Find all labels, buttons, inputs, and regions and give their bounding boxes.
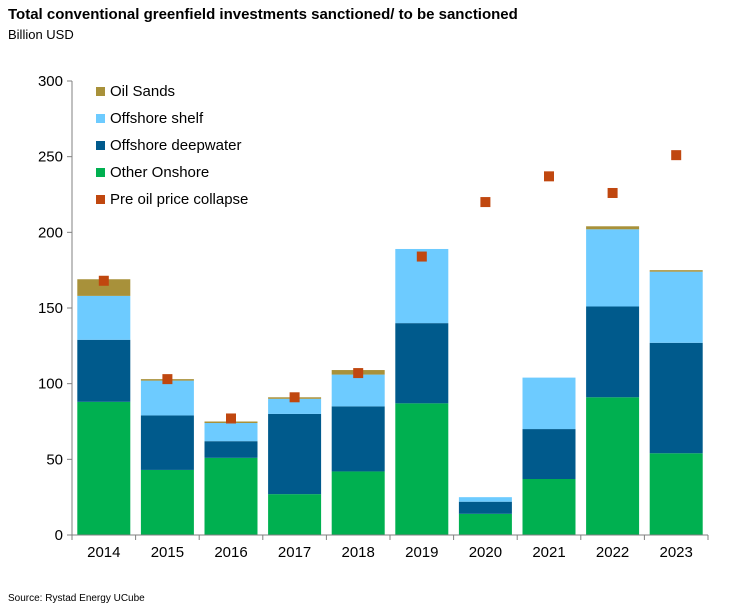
chart-title: Total conventional greenfield investment… bbox=[8, 6, 518, 23]
bar-segment bbox=[458, 513, 512, 535]
pre-collapse-marker bbox=[607, 187, 618, 198]
y-tick-label: 100 bbox=[38, 376, 63, 393]
legend-label: Offshore shelf bbox=[110, 110, 204, 127]
bar-segment bbox=[649, 270, 703, 272]
bar-segment bbox=[395, 323, 449, 404]
bar-segment bbox=[268, 494, 322, 535]
pre-collapse-marker bbox=[480, 197, 491, 208]
pre-collapse-marker bbox=[162, 374, 173, 385]
pre-collapse-marker bbox=[226, 413, 236, 424]
bar-segment bbox=[268, 413, 322, 495]
legend-swatch bbox=[96, 168, 105, 177]
x-tick-label: 2014 bbox=[87, 544, 120, 561]
legend-swatch bbox=[96, 114, 105, 123]
pre-collapse-marker bbox=[671, 150, 682, 161]
bar-segment bbox=[77, 295, 131, 340]
bar-segment bbox=[458, 501, 512, 514]
bar-segment bbox=[522, 479, 576, 535]
bar-segment bbox=[522, 429, 576, 480]
x-tick-label: 2017 bbox=[278, 544, 311, 561]
x-tick-label: 2018 bbox=[342, 544, 375, 561]
bar-segment bbox=[649, 342, 703, 454]
bar-segment bbox=[204, 441, 258, 458]
x-tick-label: 2015 bbox=[151, 544, 184, 561]
legend-label: Oil Sands bbox=[110, 83, 175, 100]
source-note: Source: Rystad Energy UCube bbox=[8, 593, 145, 604]
x-tick-label: 2020 bbox=[469, 544, 502, 561]
y-tick-label: 0 bbox=[55, 527, 63, 544]
bar-segment bbox=[331, 406, 385, 472]
bar-segment bbox=[649, 453, 703, 535]
bar-segment bbox=[331, 374, 385, 407]
pre-collapse-marker bbox=[416, 251, 427, 262]
bar-segment bbox=[458, 497, 512, 502]
y-tick-label: 150 bbox=[38, 300, 63, 317]
bar-segment bbox=[140, 380, 194, 416]
bar-segment bbox=[204, 457, 258, 535]
bar-segment bbox=[140, 415, 194, 470]
legend-label: Other Onshore bbox=[110, 164, 209, 181]
bar-segment bbox=[204, 423, 258, 442]
legend-swatch bbox=[96, 195, 105, 204]
bar-segment bbox=[586, 229, 640, 307]
legend-swatch bbox=[96, 141, 105, 150]
x-tick-label: 2019 bbox=[405, 544, 438, 561]
bar-segment bbox=[77, 279, 131, 296]
legend-swatch bbox=[96, 87, 105, 96]
pre-collapse-marker bbox=[289, 392, 300, 403]
bar-segment bbox=[649, 271, 703, 343]
bar-segment bbox=[586, 226, 640, 230]
bar-segment bbox=[586, 306, 640, 398]
chart-subtitle: Billion USD bbox=[8, 27, 74, 42]
bar-segment bbox=[522, 377, 576, 430]
bar-segment bbox=[395, 403, 449, 535]
x-tick-label: 2022 bbox=[596, 544, 629, 561]
x-tick-label: 2016 bbox=[214, 544, 247, 561]
bar-segment bbox=[77, 401, 131, 535]
pre-collapse-marker bbox=[353, 368, 364, 379]
legend-label: Pre oil price collapse bbox=[110, 191, 248, 208]
pre-collapse-marker bbox=[544, 171, 554, 182]
y-tick-label: 50 bbox=[46, 451, 63, 468]
bar-segment bbox=[140, 469, 194, 535]
bar-segment bbox=[331, 471, 385, 535]
y-tick-label: 300 bbox=[38, 73, 63, 90]
y-tick-label: 200 bbox=[38, 224, 63, 241]
pre-collapse-marker bbox=[98, 275, 109, 286]
x-tick-label: 2021 bbox=[532, 544, 565, 561]
bar-segment bbox=[586, 397, 640, 535]
legend-label: Offshore deepwater bbox=[110, 137, 241, 154]
bar-segment bbox=[268, 398, 322, 414]
x-tick-label: 2023 bbox=[660, 544, 693, 561]
bar-segment bbox=[77, 339, 131, 402]
y-tick-label: 250 bbox=[38, 149, 63, 166]
